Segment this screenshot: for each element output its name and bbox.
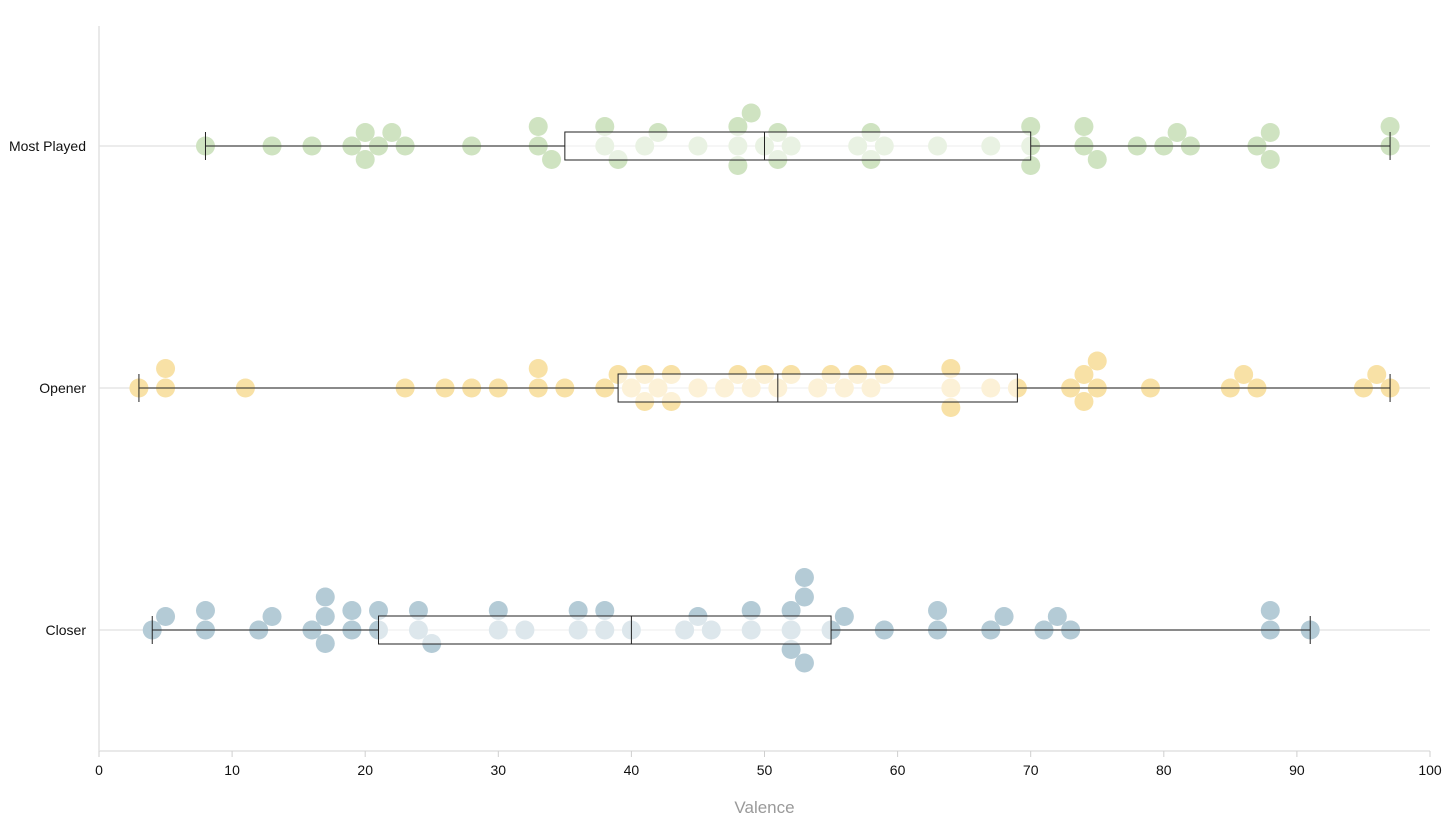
data-point [1074,392,1094,411]
data-point [941,398,961,417]
data-point [1087,150,1107,169]
data-point [382,123,402,142]
x-tick-label: 40 [624,762,640,778]
category-labels: Most Played Opener Closer [9,138,86,638]
data-point [1074,365,1094,384]
data-point [941,359,961,378]
x-axis: 0 10 20 30 40 50 60 70 80 90 100 [95,26,1442,778]
data-point [994,607,1014,626]
data-point [195,601,215,620]
data-point [1167,123,1187,142]
category-label: Most Played [9,138,86,154]
data-point [1367,365,1387,384]
x-tick-label: 90 [1289,762,1305,778]
data-point [595,601,615,620]
boxplots [138,131,1391,645]
x-tick-label: 60 [890,762,906,778]
data-point [834,607,854,626]
data-point [315,607,335,626]
box-iqr [378,615,832,645]
box-iqr [617,373,1018,403]
data-point [369,601,389,620]
data-point [1260,150,1280,169]
data-point [262,607,282,626]
x-tick-label: 50 [757,762,773,778]
data-point [1021,156,1041,175]
data-point [1260,601,1280,620]
data-point [1234,365,1254,384]
x-tick-label: 10 [224,762,240,778]
data-point [781,601,801,620]
x-tick-label: 30 [491,762,507,778]
data-point [741,601,761,620]
x-tick-label: 70 [1023,762,1039,778]
data-point [728,156,748,175]
x-tick-label: 100 [1418,762,1442,778]
x-tick-label: 0 [95,762,103,778]
category-label: Closer [46,622,87,638]
data-point [728,117,748,136]
data-point [315,587,335,607]
data-point [794,653,814,673]
x-axis-title: Valence [734,798,794,817]
data-point [488,601,508,620]
data-point [528,359,548,378]
data-point [1380,117,1400,136]
data-point [1260,123,1280,142]
data-point [528,117,548,136]
data-point [355,150,375,169]
data-point [156,359,176,378]
data-point [315,634,335,653]
data-point [342,601,362,620]
data-point [741,103,761,123]
x-tick-label: 20 [357,762,373,778]
data-point [355,123,375,142]
data-point [595,117,615,136]
data-point [1021,117,1041,136]
data-point [408,601,428,620]
data-point [928,601,948,620]
data-point [794,568,814,587]
data-point [542,150,562,169]
data-point [568,601,588,620]
data-point [781,640,801,659]
data-point [156,607,176,626]
data-point [1047,607,1067,626]
category-label: Opener [39,380,86,396]
data-point [794,587,814,607]
data-point [1074,117,1094,136]
x-tick-label: 80 [1156,762,1172,778]
box-iqr [564,131,1032,161]
data-point [1087,351,1107,371]
